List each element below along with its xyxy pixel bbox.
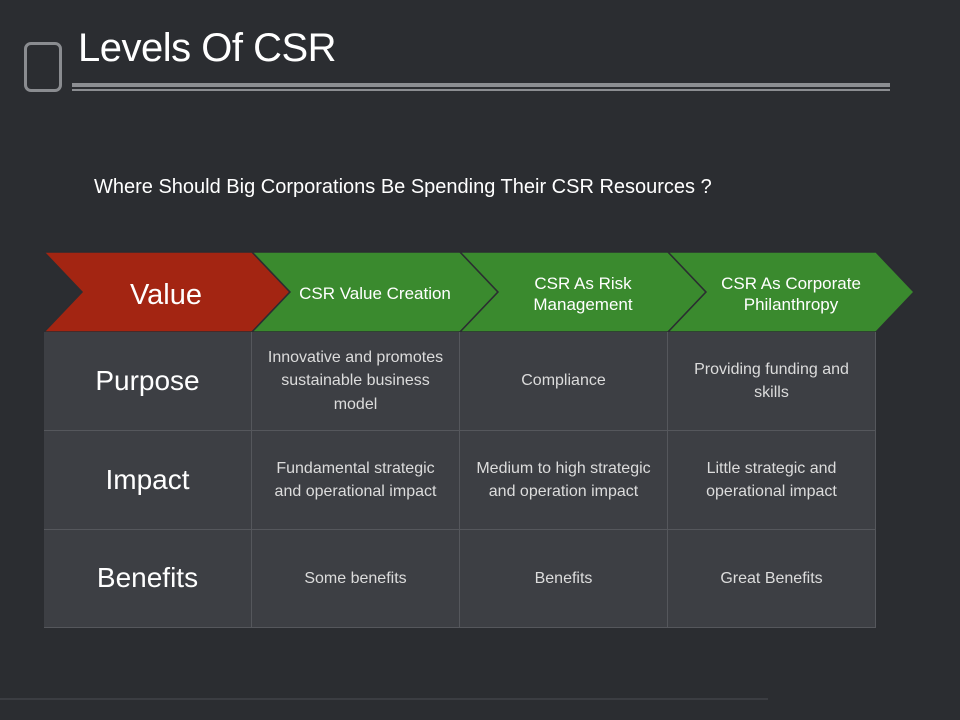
footer-divider — [0, 698, 768, 700]
table-cell: Providing funding and skills — [668, 332, 876, 431]
title-underline-thin — [72, 89, 890, 91]
table-cell: Fundamental strategic and operational im… — [252, 431, 460, 530]
table-cell: Innovative and promotes sustainable busi… — [252, 332, 460, 431]
chevron-corporate-philanthropy — [666, 251, 916, 333]
table-cell: Compliance — [460, 332, 668, 431]
title-underline — [72, 83, 890, 87]
table-cell: Little strategic and operational impact — [668, 431, 876, 530]
table-cell: Medium to high strategic and operation i… — [460, 431, 668, 530]
row-header-benefits: Benefits — [44, 530, 252, 628]
csr-levels-table: Purpose Innovative and promotes sustaina… — [44, 332, 876, 628]
slide-title: Levels Of CSR — [78, 26, 337, 70]
table-cell: Benefits — [460, 530, 668, 628]
table-cell: Some benefits — [252, 530, 460, 628]
column-header-value-creation: CSR Value Creation — [299, 284, 451, 304]
title-accent-box — [24, 42, 62, 92]
row-header-purpose: Purpose — [44, 332, 252, 431]
slide-subtitle: Where Should Big Corporations Be Spendin… — [94, 176, 712, 198]
column-header-risk-management: CSR As Risk Management — [533, 273, 633, 314]
row-header-impact: Impact — [44, 431, 252, 530]
column-header-corporate-philanthropy: CSR As Corporate Philanthropy — [721, 273, 861, 314]
corner-label-value: Value — [129, 278, 203, 311]
table-cell: Great Benefits — [668, 530, 876, 628]
